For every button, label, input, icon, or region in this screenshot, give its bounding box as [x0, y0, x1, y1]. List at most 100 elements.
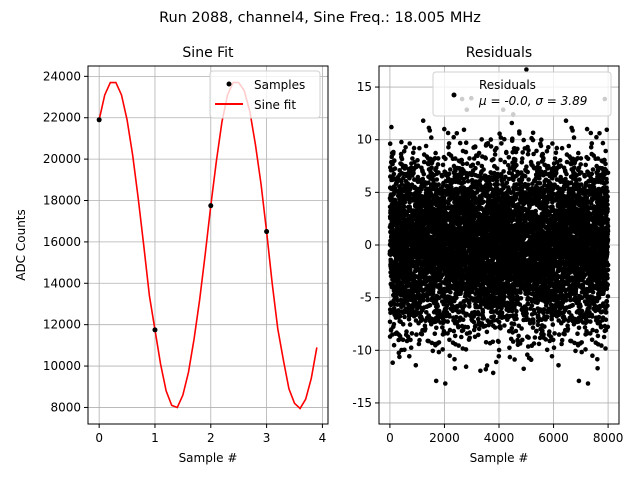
- residual-point: [456, 343, 462, 348]
- residual-point: [414, 332, 419, 337]
- residual-point: [420, 176, 426, 182]
- residual-point: [391, 149, 396, 155]
- residual-point: [457, 140, 463, 146]
- residual-point: [451, 328, 457, 334]
- residual-point: [404, 338, 410, 344]
- residual-point: [435, 162, 441, 167]
- residual-point: [514, 162, 519, 168]
- residual-point: [413, 363, 419, 368]
- residual-point: [463, 149, 469, 155]
- residual-point: [404, 329, 409, 334]
- residual-point: [403, 145, 408, 150]
- residual-point: [484, 329, 490, 335]
- residual-point: [399, 156, 405, 162]
- residual-point: [411, 145, 417, 151]
- residual-point: [451, 134, 457, 140]
- residual-point: [448, 167, 453, 172]
- sine-fit-legend-box: [209, 70, 321, 119]
- residual-point: [387, 319, 393, 325]
- residuals-marks: [387, 67, 611, 386]
- residual-point: [499, 141, 504, 146]
- residual-point: [447, 353, 453, 359]
- sine-fit-ytick-label: 8000: [50, 400, 81, 414]
- sine-fit-ticks: 0 1 2 3 480001000012000140001600018000200002…: [43, 69, 326, 445]
- legend-samples-label: Samples: [254, 78, 305, 92]
- residual-point: [427, 302, 433, 308]
- residual-point: [452, 357, 457, 362]
- residual-point: [392, 158, 397, 163]
- residual-point: [416, 341, 422, 347]
- residual-point: [436, 349, 442, 355]
- residual-point: [517, 131, 522, 136]
- residual-point: [421, 294, 427, 300]
- residual-point: [434, 177, 440, 182]
- residual-point: [448, 290, 453, 295]
- residual-point: [427, 128, 433, 133]
- residual-point: [415, 163, 421, 168]
- sine-fit-ytick-label: 10000: [43, 359, 81, 373]
- residual-point: [421, 159, 427, 165]
- residual-point: [506, 155, 512, 160]
- residual-point: [476, 150, 482, 156]
- residual-point: [402, 200, 408, 205]
- residual-point: [434, 325, 439, 331]
- residual-point: [402, 314, 407, 320]
- residual-point: [408, 337, 413, 343]
- residual-point: [513, 157, 518, 162]
- residual-point: [459, 334, 464, 340]
- residual-point: [417, 145, 422, 151]
- legend-fit-label: Sine fit: [254, 98, 296, 112]
- residual-point: [433, 150, 438, 156]
- residual-point: [439, 174, 445, 179]
- residual-point: [421, 171, 427, 177]
- residual-point: [408, 345, 414, 351]
- residual-point: [519, 326, 524, 331]
- residual-point: [496, 347, 502, 353]
- residual-point: [446, 145, 451, 150]
- residual-point: [519, 177, 525, 183]
- residual-point: [407, 322, 413, 327]
- residual-point: [499, 310, 505, 315]
- residual-point: [435, 156, 441, 161]
- residual-point: [397, 313, 403, 319]
- sine-fit-ytick-label: 18000: [43, 194, 81, 208]
- residual-point: [435, 303, 441, 309]
- sine-fit-ytick-label: 14000: [43, 276, 81, 290]
- residual-point: [452, 366, 458, 371]
- residual-point: [390, 360, 396, 366]
- residual-point: [409, 331, 415, 336]
- residual-point: [429, 165, 434, 170]
- residual-point: [391, 321, 397, 327]
- residual-point: [440, 347, 446, 352]
- residual-point: [423, 326, 428, 332]
- residual-point: [501, 169, 506, 174]
- residual-point: [419, 331, 425, 337]
- residual-point: [516, 333, 521, 339]
- residual-point: [423, 143, 429, 149]
- residual-point: [509, 120, 515, 126]
- residual-point: [507, 354, 513, 360]
- residual-point: [432, 331, 438, 337]
- residual-point: [510, 339, 516, 344]
- residual-point: [498, 326, 503, 331]
- residual-point: [492, 152, 498, 157]
- residual-point: [446, 171, 452, 177]
- residual-point: [467, 330, 473, 335]
- residual-point: [387, 141, 393, 146]
- residual-point: [520, 337, 525, 343]
- sine-fit-legend: Samples Sine fit: [209, 70, 321, 119]
- residual-point: [440, 162, 446, 168]
- residual-point: [479, 137, 485, 142]
- residual-point: [463, 140, 469, 145]
- residual-point: [447, 337, 452, 343]
- residual-point: [476, 332, 481, 338]
- residual-point: [481, 316, 487, 321]
- sample-point: [264, 229, 270, 235]
- residual-point: [515, 146, 520, 152]
- sine-fit-grid: [88, 66, 328, 424]
- residual-point: [478, 368, 483, 374]
- legend-samples-marker: [226, 81, 232, 87]
- residual-point: [484, 363, 490, 368]
- sine-fit-ytick-label: 12000: [43, 318, 81, 332]
- sine-fit-axes: Sine Fit 0 1 2 3 480001000012000140001600018…: [14, 45, 329, 465]
